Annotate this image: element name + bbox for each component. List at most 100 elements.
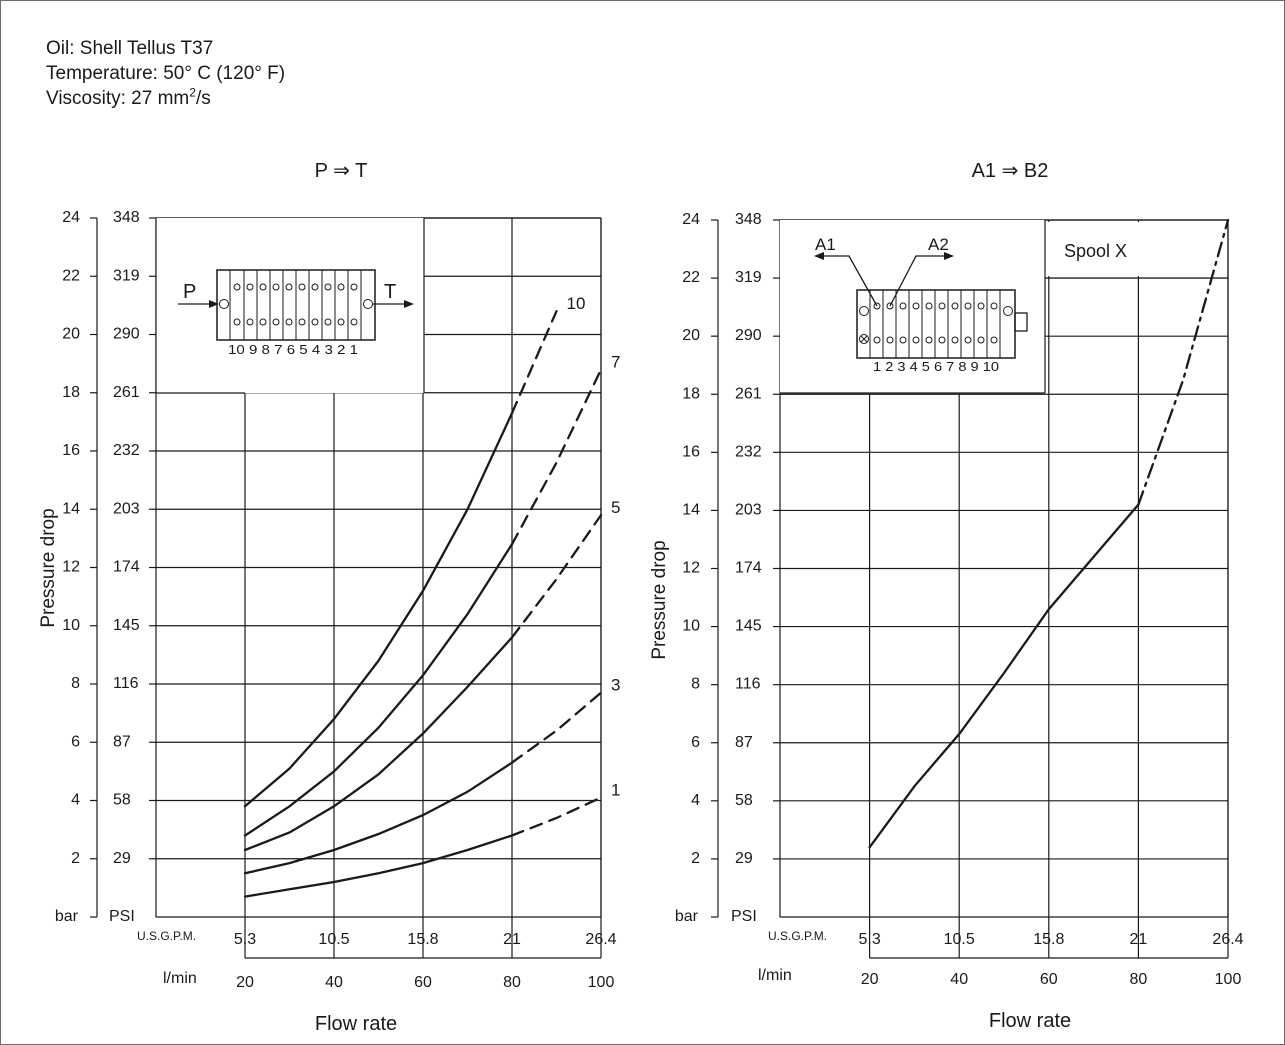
series-line-solid xyxy=(243,834,514,898)
y-tick-label-secondary: 203 xyxy=(113,500,140,517)
y-tick-label: 18 xyxy=(62,384,80,401)
y-tick-label: 12 xyxy=(682,560,700,577)
y-tick-label-secondary: 145 xyxy=(735,618,762,635)
y-tick-label: 10 xyxy=(62,617,80,634)
series-label: 10 xyxy=(567,294,586,313)
y-tick-label-secondary: 58 xyxy=(735,792,753,809)
x-tick-label-secondary: 21 xyxy=(1130,931,1148,948)
spool-ports xyxy=(219,283,373,326)
temperature-label: Temperature: 50° C (120° F) xyxy=(46,63,286,84)
y-tick-label: 10 xyxy=(682,618,700,635)
chart-axes: 2 29 4 58 6 87 8 116 10 145 12 174 14 203 16 232 18 261 20… xyxy=(675,211,1244,988)
y-tick-label: 16 xyxy=(62,442,80,459)
x-tick-label-secondary: 10.5 xyxy=(318,931,349,948)
x-tick-label: 80 xyxy=(1130,971,1148,988)
y-tick-label: 12 xyxy=(62,559,80,576)
port-a2-label: A2 xyxy=(928,235,949,254)
x-unit-primary: l/min xyxy=(163,970,197,987)
series-label: 1 xyxy=(611,781,620,800)
y-tick-label: 16 xyxy=(682,443,700,460)
x-tick-label: 40 xyxy=(950,971,968,988)
y-unit-primary: bar xyxy=(675,908,699,925)
oil-label: Oil: Shell Tellus T37 xyxy=(46,38,214,59)
series-line-extrapolated xyxy=(510,513,603,639)
y-tick-label-secondary: 319 xyxy=(113,267,140,284)
test-conditions: Oil: Shell Tellus T37 Temperature: 50° C… xyxy=(46,36,285,111)
x-tick-label: 20 xyxy=(236,974,254,991)
series-line-extrapolated xyxy=(510,368,603,546)
section-numbers: 1 2 3 4 5 6 7 8 9 10 xyxy=(873,359,999,374)
series-label: 7 xyxy=(611,352,620,371)
p-to-t-inset: P T 10 9 8 7 6 5 4 3 2 1 xyxy=(155,218,425,394)
a1-to-b2-inset: Spool X xyxy=(780,220,1228,394)
spool-sections xyxy=(229,270,362,340)
y-tick-label: 22 xyxy=(682,269,700,286)
y-tick-label: 20 xyxy=(62,326,80,343)
series-line-solid xyxy=(243,761,514,875)
spool-ports xyxy=(859,302,1013,344)
y-tick-label-secondary: 116 xyxy=(735,676,761,693)
viscosity-value: Viscosity: 27 mm xyxy=(46,88,190,109)
port-arrow-a1 xyxy=(820,255,878,307)
series-line-extrapolated xyxy=(510,691,603,764)
y-tick-label: 18 xyxy=(682,385,700,402)
y-tick-label-secondary: 232 xyxy=(735,443,762,460)
y-unit-secondary: PSI xyxy=(731,908,757,925)
port-arrow-a2 xyxy=(889,255,948,307)
series-line-solid xyxy=(868,503,1140,849)
x-tick-label-secondary: 26.4 xyxy=(1212,931,1243,948)
y-tick-label: 4 xyxy=(71,792,80,809)
series-line-extrapolated xyxy=(510,796,603,837)
y-tick-label-secondary: 261 xyxy=(113,384,140,401)
spool-sections xyxy=(869,290,1001,358)
valve-cap xyxy=(1014,312,1028,332)
x-tick-label-secondary: 5.3 xyxy=(234,931,256,948)
viscosity-label: Viscosity: 27 mm2/s xyxy=(46,86,285,111)
y-tick-label-secondary: 174 xyxy=(113,559,140,576)
x-axis-label: Flow rate xyxy=(989,1010,1071,1032)
y-tick-label: 8 xyxy=(691,676,700,693)
viscosity-exponent: 2 xyxy=(189,85,196,100)
x-tick-label-secondary: 21 xyxy=(503,931,521,948)
x-tick-label: 80 xyxy=(503,974,521,991)
inlet-label: P xyxy=(183,281,196,303)
x-axis-label: Flow rate xyxy=(315,1013,397,1035)
y-tick-label: 14 xyxy=(682,501,700,518)
x-unit-primary: l/min xyxy=(758,967,792,984)
chart-title: P ⇒ T xyxy=(315,160,368,182)
y-tick-label: 6 xyxy=(71,733,80,750)
y-tick-label: 14 xyxy=(62,500,80,517)
chart-a1-to-b2: A1 ⇒ B2 2 29 4 58 6 87 8 116 10 145 12 174 14 203 16 23… xyxy=(649,160,1244,1032)
y-tick-label: 8 xyxy=(71,675,80,692)
outlet-label: T xyxy=(384,281,396,303)
y-tick-label-secondary: 116 xyxy=(113,675,139,692)
chart-series xyxy=(868,218,1230,849)
spool-annotation: Spool X xyxy=(1064,241,1127,261)
series-label: 3 xyxy=(611,676,620,695)
y-unit-primary: bar xyxy=(55,908,79,925)
y-tick-label-secondary: 29 xyxy=(113,850,131,867)
series-line-solid xyxy=(243,411,514,808)
y-tick-label-secondary: 203 xyxy=(735,501,762,518)
series-line-extrapolated xyxy=(1137,218,1230,506)
series-line-solid xyxy=(243,636,514,852)
y-tick-label-secondary: 348 xyxy=(735,211,762,228)
x-tick-label: 60 xyxy=(414,974,432,991)
x-tick-label-secondary: 5.3 xyxy=(858,931,880,948)
flow-arrow-in xyxy=(178,300,219,308)
x-tick-label: 60 xyxy=(1040,971,1058,988)
y-tick-label-secondary: 319 xyxy=(735,269,762,286)
viscosity-unit: /s xyxy=(195,88,211,109)
y-tick-label: 6 xyxy=(691,734,700,751)
chart-series: 1 3 5 7 10 xyxy=(243,294,620,898)
y-tick-label: 24 xyxy=(62,209,80,226)
y-tick-label-secondary: 87 xyxy=(735,734,753,751)
flow-arrow-out xyxy=(373,300,414,308)
y-tick-label: 22 xyxy=(62,267,80,284)
x-tick-label-secondary: 15.8 xyxy=(1033,931,1064,948)
port-arrow-a1-head xyxy=(814,252,824,260)
y-axis-label: Pressure drop xyxy=(649,540,670,659)
x-tick-label: 100 xyxy=(1215,971,1242,988)
port-a1-label: A1 xyxy=(815,235,836,254)
